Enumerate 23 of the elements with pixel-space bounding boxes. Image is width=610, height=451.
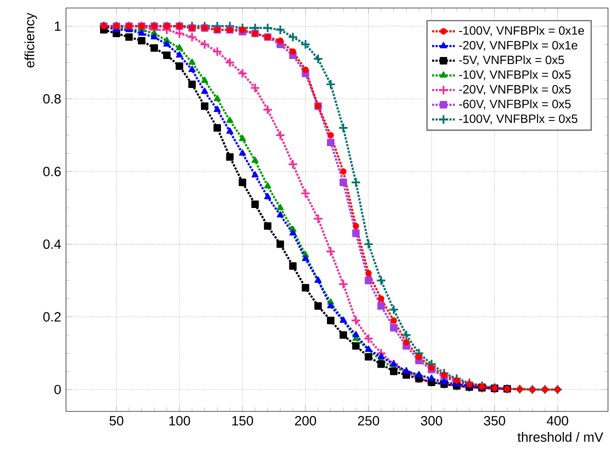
y-tick-label: 1	[54, 22, 61, 31]
x-tick-label: 250	[358, 416, 380, 426]
y-tick-label: 0.4	[43, 239, 61, 249]
x-tick-label: 200	[295, 416, 316, 426]
y-axis-title: efficiency	[24, 12, 37, 68]
x-tick-label: 300	[420, 416, 442, 426]
legend-label: -20V, VNFBPlx = 0x1e	[459, 40, 578, 51]
x-tick-label: 150	[232, 416, 254, 426]
legend-label: -5V, VNFBPlx = 0x5	[459, 55, 564, 66]
legend-label: -20V, VNFBPlx = 0x5	[459, 84, 571, 95]
legend-label: -60V, VNFBPlx = 0x5	[459, 99, 571, 110]
y-tick-label: 0.8	[43, 94, 61, 104]
legend-label: -100V, VNFBPlx = 0x5	[459, 114, 578, 124]
legend-label: -100V, VNFBPlx = 0x1e	[459, 26, 584, 36]
y-tick-label: 0	[54, 384, 61, 394]
x-tick-label: 50	[110, 416, 124, 426]
x-tick-label: 100	[169, 416, 190, 426]
legend-label: -10V, VNFBPlx = 0x5	[459, 70, 571, 80]
x-tick-label: 400	[546, 416, 568, 426]
y-tick-label: 0.2	[43, 312, 61, 322]
x-tick-label: 350	[484, 416, 506, 426]
x-axis-title: threshold / mV	[518, 432, 604, 442]
y-tick-label: 0.6	[43, 166, 61, 176]
